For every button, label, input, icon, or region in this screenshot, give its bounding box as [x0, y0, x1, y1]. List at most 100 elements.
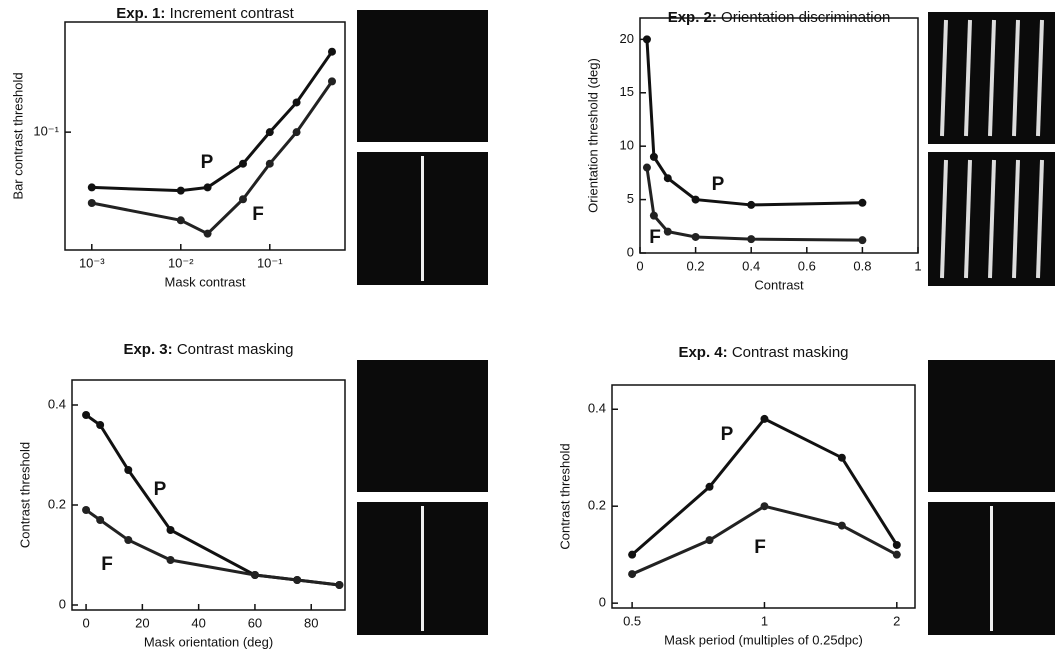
- data-point: [760, 502, 769, 511]
- x-tick-label: 1: [761, 613, 768, 628]
- stimulus-stripe: [1036, 159, 1044, 279]
- series-label: P: [721, 424, 734, 445]
- stimulus-image: [928, 360, 1055, 492]
- stimulus-stripe: [988, 159, 996, 279]
- title-prefix: Exp. 2:: [668, 9, 717, 26]
- data-point: [858, 236, 867, 245]
- data-point: [837, 521, 846, 530]
- data-point: [238, 195, 247, 204]
- data-point: [705, 482, 714, 491]
- data-point: [327, 77, 336, 86]
- x-tick-label: 0.5: [623, 613, 641, 628]
- y-axis-label: Contrast threshold: [557, 443, 572, 549]
- x-tick-label: 0: [82, 615, 89, 630]
- title-text: Contrast masking: [177, 341, 294, 358]
- series-label: F: [649, 227, 661, 248]
- series-label: F: [101, 554, 113, 575]
- chart-title: Exp. 4: Contrast masking: [678, 344, 848, 361]
- plot-frame: [64, 21, 346, 251]
- x-axis-label: Mask orientation (deg): [144, 634, 273, 649]
- y-tick-label: 0.4: [48, 396, 66, 411]
- title-prefix: Exp. 4:: [678, 344, 727, 361]
- stimulus-image: [357, 10, 488, 142]
- data-point: [176, 216, 185, 225]
- chart-title: Exp. 3: Contrast masking: [123, 341, 293, 358]
- x-tick-label: 0.4: [742, 258, 760, 273]
- series-label: F: [252, 204, 264, 225]
- x-axis-label: Mask period (multiples of 0.25dpc): [664, 632, 863, 647]
- stimulus-stripe: [964, 19, 972, 137]
- y-axis-label: Bar contrast threshold: [10, 72, 25, 199]
- data-point: [292, 98, 301, 107]
- title-prefix: Exp. 1:: [116, 5, 165, 22]
- y-tick-label: 0: [627, 244, 634, 259]
- y-tick-label: 0.2: [588, 498, 606, 513]
- x-tick-label: 40: [191, 615, 205, 630]
- data-point: [82, 411, 91, 419]
- stimulus-image: [357, 360, 488, 492]
- series-label: P: [201, 152, 214, 173]
- y-tick-label: 10: [620, 138, 634, 153]
- x-tick-label: 20: [135, 615, 149, 630]
- title-text: Contrast masking: [732, 344, 849, 361]
- series-line: [645, 39, 863, 207]
- data-point: [265, 128, 274, 137]
- x-tick-label: 10⁻¹: [257, 255, 283, 270]
- data-point: [292, 128, 301, 137]
- data-point: [87, 183, 96, 192]
- data-point: [238, 159, 247, 168]
- x-tick-label: 1: [914, 258, 921, 273]
- data-point: [837, 453, 846, 462]
- data-point: [892, 540, 901, 549]
- series-line: [645, 167, 863, 242]
- y-tick-label: 10⁻¹: [33, 124, 59, 139]
- y-tick-label: 5: [627, 191, 634, 206]
- series-line: [85, 508, 340, 587]
- data-point: [203, 229, 212, 238]
- data-point: [663, 227, 672, 236]
- data-point: [293, 576, 302, 584]
- x-axis-label: Contrast: [754, 277, 804, 292]
- x-tick-label: 0.8: [853, 258, 871, 273]
- stimulus-stripe: [1036, 19, 1044, 137]
- series-line: [85, 413, 340, 587]
- stimulus-stripe: [940, 159, 948, 279]
- data-point: [691, 232, 700, 241]
- series-label: F: [754, 537, 766, 558]
- data-point: [858, 198, 867, 207]
- x-tick-label: 2: [893, 613, 900, 628]
- y-tick-label: 15: [620, 84, 634, 99]
- data-point: [327, 47, 336, 56]
- y-tick-label: 0: [599, 595, 606, 610]
- data-point: [96, 421, 105, 429]
- plot-frame: [611, 384, 916, 609]
- title-text: Orientation discrimination: [721, 9, 890, 26]
- data-point: [649, 211, 658, 220]
- plot-frame: [639, 17, 919, 254]
- x-tick-label: 0: [636, 258, 643, 273]
- data-point: [747, 235, 756, 244]
- stimulus-stripe: [940, 19, 948, 137]
- series-label: P: [712, 174, 725, 195]
- title-text: Increment contrast: [170, 5, 295, 22]
- x-tick-label: 0.2: [687, 258, 705, 273]
- x-tick-label: 10⁻²: [168, 255, 194, 270]
- data-point: [82, 506, 91, 514]
- data-point: [203, 183, 212, 192]
- data-point: [124, 466, 133, 474]
- data-point: [663, 174, 672, 183]
- y-tick-label: 20: [620, 31, 634, 46]
- chart-title: Exp. 2: Orientation discrimination: [668, 9, 891, 26]
- data-point: [642, 35, 651, 44]
- data-point: [265, 159, 274, 168]
- stimulus-stripe: [964, 159, 972, 279]
- data-point: [87, 198, 96, 207]
- y-axis-label: Orientation threshold (deg): [585, 58, 600, 213]
- y-tick-label: 0.2: [48, 496, 66, 511]
- stimulus-stripe: [988, 19, 996, 137]
- data-point: [628, 570, 637, 579]
- x-axis-label: Mask contrast: [165, 274, 246, 289]
- data-point: [250, 571, 259, 579]
- data-point: [691, 195, 700, 204]
